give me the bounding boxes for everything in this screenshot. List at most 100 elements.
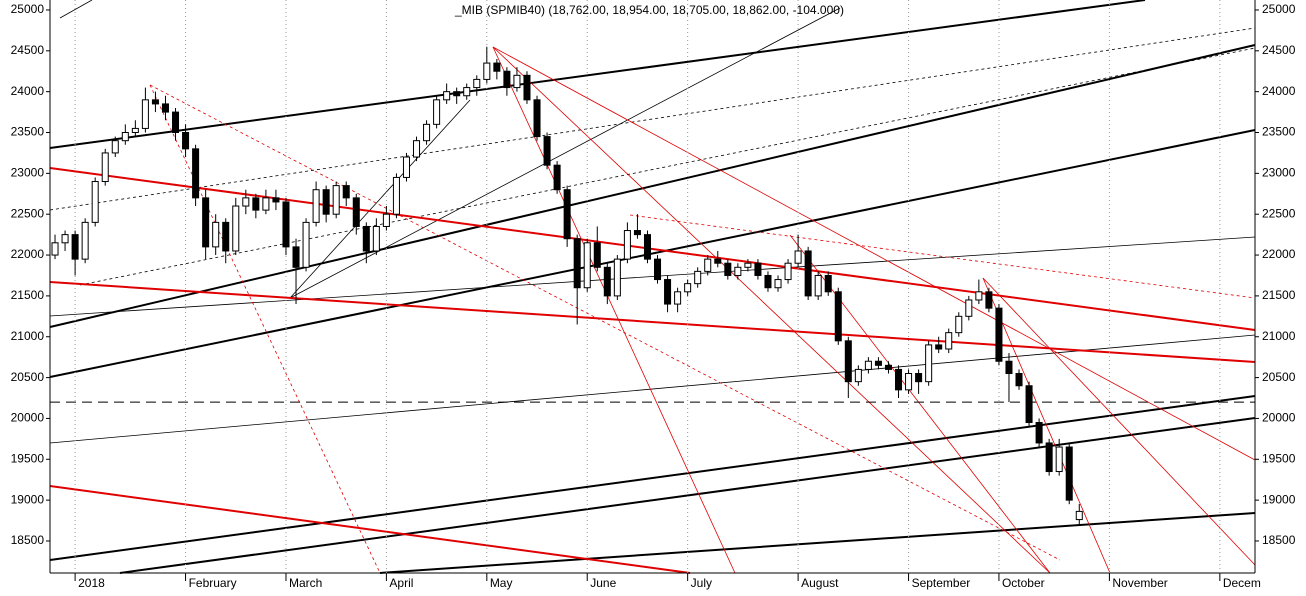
candle-body — [553, 164, 561, 191]
candle-body — [292, 246, 300, 268]
candle-body — [413, 140, 421, 158]
candle-body — [212, 221, 220, 248]
candle-body — [1005, 360, 1013, 375]
candle-body — [483, 62, 491, 80]
candle-body — [734, 266, 742, 276]
candle-body — [473, 78, 481, 89]
candle-body — [633, 230, 641, 236]
candle-body — [884, 364, 892, 370]
trendline — [379, 512, 1256, 574]
y-tick-label: 24500 — [1262, 43, 1296, 57]
y-tick-label: 21500 — [11, 288, 45, 302]
candle-body — [623, 230, 631, 260]
candle-body — [392, 176, 400, 215]
candle-body — [694, 270, 702, 285]
candle-body — [1025, 385, 1033, 424]
trendline — [289, 7, 841, 299]
y-tick-label: 18500 — [1262, 533, 1296, 547]
candle-body — [232, 205, 240, 252]
candle-body — [995, 307, 1003, 362]
x-tick-label: May — [490, 576, 513, 590]
candle-body — [192, 148, 200, 199]
y-tick-label: 20000 — [11, 411, 45, 425]
candle-body — [945, 332, 953, 350]
candle-body — [784, 262, 792, 281]
candle-body — [172, 111, 180, 134]
candle-body — [272, 197, 280, 203]
candle-body — [593, 242, 601, 268]
candle-body — [814, 274, 822, 297]
candle-body — [463, 87, 471, 97]
candle-body — [643, 234, 651, 260]
candle-body — [844, 340, 852, 383]
y-tick-label: 24500 — [11, 43, 45, 57]
candle-body — [493, 62, 501, 72]
candle-body — [975, 291, 983, 301]
x-tick-label: July — [691, 576, 712, 590]
y-tick-label: 19500 — [11, 451, 45, 465]
candle-body — [1065, 446, 1073, 501]
trendline — [49, 44, 1256, 328]
candle-body — [131, 127, 139, 134]
y-tick-label: 25000 — [1262, 2, 1296, 16]
candle-body — [443, 91, 451, 101]
candle-body — [242, 197, 250, 207]
y-tick-label: 22500 — [1262, 206, 1296, 220]
candle-body — [91, 181, 99, 223]
trendline — [49, 236, 1256, 317]
x-tick-label: February — [189, 576, 237, 590]
candle-body — [453, 91, 461, 97]
candle-body — [61, 234, 69, 244]
trendline — [982, 277, 1256, 566]
candle-body — [362, 225, 370, 252]
trendline — [49, 395, 1256, 561]
trendline — [49, 129, 1256, 378]
y-tick-label: 23500 — [11, 125, 45, 139]
y-tick-label: 20500 — [11, 370, 45, 384]
candle-body — [503, 70, 511, 89]
candle-body — [81, 221, 89, 260]
candle-body — [262, 197, 270, 211]
y-tick-label: 23500 — [1262, 125, 1296, 139]
candle-body — [342, 185, 350, 199]
x-tick-label: October — [1002, 576, 1045, 590]
candle-body — [1075, 510, 1083, 521]
candle-body — [804, 250, 812, 297]
trendline — [289, 99, 471, 299]
x-tick-label: November — [1112, 576, 1167, 590]
candle-body — [573, 238, 581, 289]
candle-body — [955, 315, 963, 334]
candle-body — [864, 360, 872, 370]
candle-body — [533, 99, 541, 138]
candle-body — [402, 156, 410, 178]
candle-body — [1045, 442, 1053, 473]
candle-body — [654, 258, 662, 281]
candle-body — [182, 132, 190, 150]
candle-body — [372, 225, 380, 252]
x-tick-label: April — [389, 576, 413, 590]
y-tick-label: 20500 — [1262, 370, 1296, 384]
trendline — [492, 46, 1051, 574]
y-tick-label: 18500 — [11, 533, 45, 547]
candle-body — [674, 291, 682, 305]
candle-body — [51, 242, 59, 256]
candle-body — [352, 197, 360, 227]
candle-body — [1035, 422, 1043, 444]
candle-body — [714, 258, 722, 264]
trendline — [49, 485, 691, 574]
trendline — [789, 234, 1051, 574]
candle-body — [71, 234, 79, 260]
y-tick-label: 20000 — [1262, 411, 1296, 425]
candle-body — [252, 197, 260, 211]
x-tick-label: September — [912, 576, 971, 590]
candle-body — [664, 279, 672, 305]
candle-body — [985, 291, 993, 309]
candle-body — [613, 258, 621, 297]
candle-body — [423, 123, 431, 142]
trendline — [79, 47, 1256, 286]
candle-body — [854, 368, 862, 383]
trendline — [49, 0, 1146, 149]
y-tick-label: 22000 — [1262, 247, 1296, 261]
x-tick-label: March — [289, 576, 322, 590]
